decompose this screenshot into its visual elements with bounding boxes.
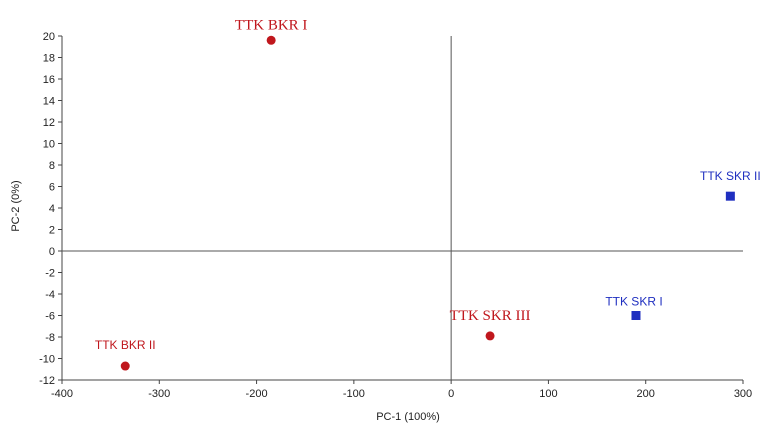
data-point-circle	[266, 35, 276, 45]
point-label: TTK BKR II	[95, 338, 156, 352]
y-tick-label: 0	[49, 246, 55, 258]
x-tick-label: 0	[448, 388, 454, 400]
y-tick-label: 2	[49, 225, 55, 237]
x-axis-title: PC-1 (100%)	[376, 411, 440, 423]
data-points	[120, 35, 735, 371]
y-tick-label: -12	[39, 375, 55, 387]
tick-labels: -400 -300 -200 -100 0 100 200 300-12-10-8-6-4-2…	[39, 31, 752, 400]
data-point-circle	[485, 331, 495, 341]
y-tick-label: 6	[49, 182, 55, 194]
y-axis-title: PC-2 (0%)	[10, 180, 22, 231]
data-point-square	[631, 311, 641, 320]
point-labels: TTK BKR I TTK BKR II TTK SKR III TTK SKR II…	[95, 17, 761, 352]
y-tick-label: 10	[43, 139, 55, 151]
data-point-circle	[120, 361, 130, 371]
y-tick-label: -8	[45, 332, 55, 344]
data-point-square	[725, 191, 735, 201]
x-tick-label: -100	[343, 388, 365, 400]
y-tick-label: -4	[45, 289, 55, 301]
y-tick-label: -10	[39, 354, 55, 366]
point-label: TTK SKR I	[605, 295, 662, 309]
axes	[58, 35, 744, 384]
y-tick-label: 14	[43, 96, 55, 108]
point-label: TTK SKR II	[700, 169, 761, 183]
x-tick-label: 100	[539, 388, 557, 400]
y-tick-label: 18	[43, 53, 55, 65]
x-tick-label: 200	[637, 388, 655, 400]
x-tick-label: -300	[148, 388, 170, 400]
y-tick-label: 12	[43, 117, 55, 129]
y-tick-label: 8	[49, 160, 55, 172]
y-tick-label: -2	[45, 268, 55, 280]
x-tick-label: -200	[246, 388, 268, 400]
y-tick-label: 16	[43, 74, 55, 86]
x-tick-label: 300	[734, 388, 752, 400]
y-tick-label: 20	[43, 31, 55, 43]
point-label: TTK BKR I	[235, 17, 308, 33]
point-label: TTK SKR III	[450, 308, 531, 324]
y-tick-label: 4	[49, 203, 55, 215]
x-tick-label: -400	[51, 388, 73, 400]
y-tick-label: -6	[45, 311, 55, 323]
